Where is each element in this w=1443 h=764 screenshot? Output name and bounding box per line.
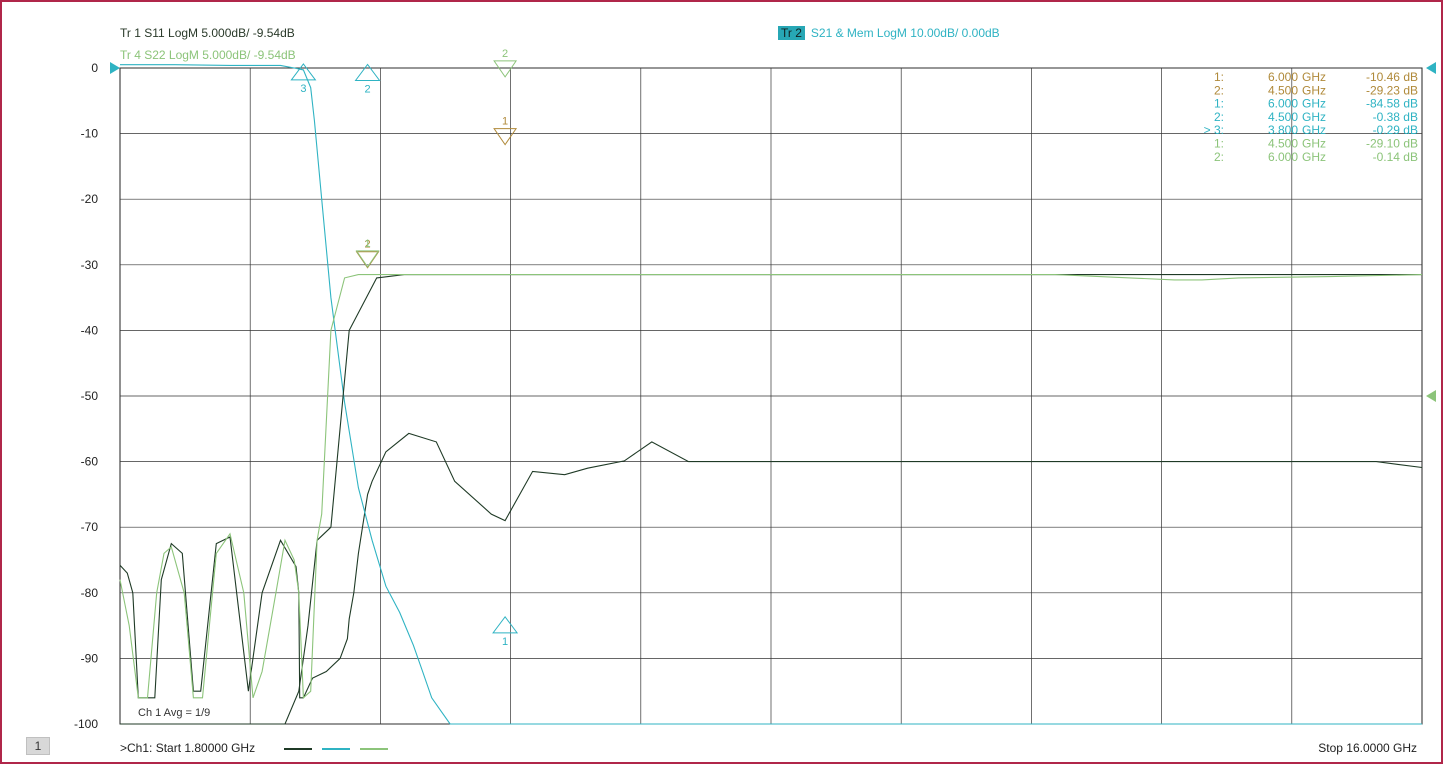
trace-s11 — [119, 432, 1423, 699]
marker-table-unit: GHz — [1302, 137, 1326, 151]
marker-label: 3 — [300, 83, 306, 95]
marker-table-frequency: 6.000 — [1268, 70, 1298, 84]
marker-table-unit: GHz — [1302, 83, 1326, 97]
marker-table-frequency: 4.500 — [1268, 137, 1298, 151]
reference-marker-left-icon — [110, 62, 120, 74]
marker-table-label: > 3: — [1204, 123, 1224, 137]
s22-legend-line — [360, 748, 388, 750]
marker-table-unit: GHz — [1302, 123, 1326, 137]
trace1-header[interactable]: Tr 1 S11 LogM 5.000dB/ -9.54dB — [120, 26, 295, 40]
y-tick-label: -50 — [81, 389, 99, 403]
marker-table-frequency: 4.500 — [1268, 110, 1298, 124]
y-tick-label: -20 — [81, 192, 99, 206]
marker-table-value: -29.23 dB — [1366, 83, 1418, 97]
marker-label: 1 — [502, 636, 508, 648]
marker-triangle-icon — [354, 63, 381, 81]
marker-table-value: -0.38 dB — [1373, 110, 1418, 124]
marker-table-frequency: 4.500 — [1268, 83, 1298, 97]
trace2-header[interactable]: Tr 2 S21 & Mem LogM 10.00dB/ 0.00dB — [778, 26, 1000, 40]
marker-triangle-icon — [492, 616, 519, 634]
y-tick-label: -10 — [81, 127, 99, 141]
marker-triangle-icon — [355, 251, 380, 269]
trace-s21 — [120, 64, 1422, 725]
y-tick-label: 0 — [91, 61, 98, 75]
y-tick-label: -40 — [81, 323, 99, 337]
marker-label: 1 — [502, 116, 508, 128]
trace4-header[interactable]: Tr 4 S22 LogM 5.000dB/ -9.54dB — [120, 48, 296, 62]
marker-table-unit: GHz — [1302, 150, 1326, 164]
marker-table-value: -0.29 dB — [1373, 123, 1418, 137]
trace2-tag[interactable]: Tr 2 — [778, 26, 805, 40]
marker-label: 2 — [502, 48, 508, 60]
marker-table-unit: GHz — [1302, 97, 1326, 111]
marker-table-frequency: 6.000 — [1268, 97, 1298, 111]
trace-s22 — [119, 274, 1423, 699]
channel-start-readout: >Ch1: Start 1.80000 GHz — [120, 741, 256, 755]
channel-stop-readout: Stop 16.0000 GHz — [1318, 741, 1417, 755]
marker-label: 1 — [365, 238, 371, 250]
marker-triangle-icon — [290, 63, 317, 81]
marker-table-label: 1: — [1214, 97, 1224, 111]
s11-legend-line — [284, 748, 312, 750]
trace2-header-text: S21 & Mem LogM 10.00dB/ 0.00dB — [810, 26, 1000, 40]
reference-marker-right-icon — [1426, 390, 1436, 402]
marker-triangle-icon — [493, 60, 518, 78]
marker-label: 2 — [365, 83, 371, 95]
marker-table-value: -29.10 dB — [1366, 137, 1418, 151]
marker-table-frequency: 3.800 — [1268, 123, 1298, 137]
marker-table-value: -84.58 dB — [1366, 97, 1418, 111]
y-tick-label: -30 — [81, 258, 99, 272]
marker-table-label: 2: — [1214, 150, 1224, 164]
y-tick-label: -80 — [81, 586, 99, 600]
s21-legend-line — [322, 748, 350, 750]
y-tick-label: -70 — [81, 520, 99, 534]
marker-table-label: 2: — [1214, 83, 1224, 97]
marker-table-label: 2: — [1214, 110, 1224, 124]
y-tick-label: -60 — [81, 455, 99, 469]
marker-table-value: -10.46 dB — [1366, 70, 1418, 84]
marker-table-unit: GHz — [1302, 110, 1326, 124]
marker-table-label: 1: — [1214, 70, 1224, 84]
marker-table-frequency: 6.000 — [1268, 150, 1298, 164]
marker-label: 2 — [365, 239, 371, 251]
marker-triangle-icon — [355, 250, 380, 268]
reference-marker-right-icon — [1426, 62, 1436, 74]
marker-table-value: -0.14 dB — [1373, 150, 1418, 164]
averaging-readout: Ch 1 Avg = 1/9 — [138, 707, 211, 719]
channel-number-badge[interactable]: 1 — [26, 737, 50, 755]
y-tick-label: -100 — [74, 717, 98, 731]
marker-triangle-icon — [493, 128, 518, 146]
marker-table-label: 1: — [1214, 137, 1224, 151]
y-tick-label: -90 — [81, 651, 99, 665]
marker-table-unit: GHz — [1302, 70, 1326, 84]
